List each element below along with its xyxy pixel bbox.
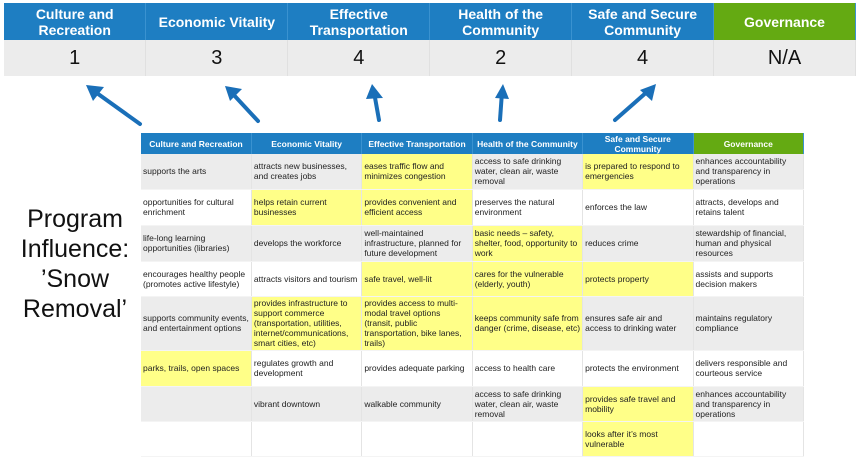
matrix-cell: encourages healthy people (promotes acti… [141,261,252,297]
matrix-cell: protects the environment [582,350,694,387]
matrix-cell [472,421,584,457]
matrix-cell: enforces the law [582,189,694,226]
matrix-cell [251,421,363,457]
matrix-cell: attracts, develops and retains talent [693,189,805,226]
table-row: opportunities for cultural enrichment hel… [141,189,805,226]
matrix-cell: helps retain current businesses [251,189,363,226]
matrix-cell [141,386,252,422]
matrix-cell: eases traffic flow and minimizes congest… [361,154,473,190]
program-influence-label: Program Influence: ’Snow Removal’ [20,205,130,323]
matrix-cell: well-maintained infrastructure, planned … [361,225,473,262]
matrix-cell: vibrant downtown [251,386,363,422]
matrix-cell: life-long learning opportunities (librar… [141,225,252,262]
matrix-cell: cares for the vulnerable (elderly, youth… [472,261,584,297]
table-row: looks after it’s most vulnerable [141,421,805,457]
summary-values-row: 1 3 4 2 4 N/A [4,40,856,76]
arrow-icon [613,89,650,122]
summary-header-economic-vitality: Economic Vitality [145,3,289,40]
matrix-cell: enhances accountability and transparency… [693,386,805,422]
summary-header-safe-and-secure-community: Safe and Secure Community [571,3,715,40]
matrix-cell: opportunities for cultural enrichment [141,189,252,226]
matrix-header-safe-and-secure-community: Safe and Secure Community [582,133,694,154]
matrix-cell: stewardship of financial, human and phys… [693,225,805,262]
matrix-header-health-of-the-community: Health of the Community [472,133,584,154]
summary-value-safe-and-secure-community: 4 [571,40,715,76]
matrix-cell: enhances accountability and transparency… [693,154,805,190]
arrow-icon [92,89,142,126]
summary-value-culture-and-recreation: 1 [4,40,147,76]
matrix-cell: access to health care [472,350,584,387]
table-row: encourages healthy people (promotes acti… [141,261,805,297]
matrix-cell: walkable community [361,386,473,422]
table-row: parks, trails, open spaces regulates grow… [141,350,805,387]
matrix-cell: attracts visitors and tourism [251,261,363,297]
matrix-cell: parks, trails, open spaces [141,350,252,387]
summary-header-culture-and-recreation: Culture and Recreation [4,3,147,40]
summary-header-health-of-the-community: Health of the Community [429,3,573,40]
matrix-cell: looks after it’s most vulnerable [582,421,694,457]
matrix-cell: regulates growth and development [251,350,363,387]
matrix-cell: assists and supports decision makers [693,261,805,297]
matrix-cell: provides adequate parking [361,350,473,387]
matrix-header-effective-transportation: Effective Transportation [361,133,473,154]
matrix-cell: provides infrastructure to support comme… [251,296,363,351]
pillar-summary-table: Culture and Recreation Economic Vitality E… [4,3,856,76]
matrix-cell: develops the workforce [251,225,363,262]
summary-header-governance: Governance [713,3,856,40]
matrix-cell: ensures safe air and access to drinking … [582,296,694,351]
matrix-cell: provides access to multi-modal travel op… [361,296,473,351]
matrix-cell: protects property [582,261,694,297]
matrix-cell [141,421,252,457]
summary-value-health-of-the-community: 2 [429,40,573,76]
matrix-cell: delivers responsible and courteous servi… [693,350,805,387]
matrix-cell: maintains regulatory compliance [693,296,805,351]
matrix-cell: safe travel, well-lit [361,261,473,297]
matrix-header-governance: Governance [693,133,805,154]
influence-matrix: Culture and Recreation Economic Vitality E… [141,133,805,457]
matrix-header-row: Culture and Recreation Economic Vitality E… [141,133,805,154]
matrix-cell: provides safe travel and mobility [582,386,694,422]
summary-header-row: Culture and Recreation Economic Vitality E… [4,3,856,40]
table-row: life-long learning opportunities (librar… [141,225,805,262]
matrix-cell [693,421,805,457]
matrix-cell: attracts new businesses, and creates job… [251,154,363,190]
matrix-cell: access to safe drinking water, clean air… [472,154,584,190]
matrix-cell: keeps community safe from danger (crime,… [472,296,584,351]
table-row: supports community events, and entertain… [141,296,805,351]
summary-value-governance: N/A [713,40,856,76]
matrix-cell: supports community events, and entertain… [141,296,252,351]
matrix-cell: preserves the natural environment [472,189,584,226]
arrow-icon [230,91,260,123]
table-row: vibrant downtown walkable community access… [141,386,805,422]
matrix-cell: basic needs – safety, shelter, food, opp… [472,225,584,262]
matrix-header-economic-vitality: Economic Vitality [251,133,363,154]
summary-value-economic-vitality: 3 [145,40,289,76]
summary-header-effective-transportation: Effective Transportation [287,3,431,40]
matrix-cell: access to safe drinking water, clean air… [472,386,584,422]
matrix-header-culture-and-recreation: Culture and Recreation [141,133,252,154]
matrix-cell [361,421,473,457]
matrix-cell: reduces crime [582,225,694,262]
matrix-cell: is prepared to respond to emergencies [582,154,694,190]
summary-value-effective-transportation: 4 [287,40,431,76]
table-row: supports the arts attracts new businesses… [141,154,805,190]
matrix-cell: supports the arts [141,154,252,190]
matrix-cell: provides convenient and efficient access [361,189,473,226]
